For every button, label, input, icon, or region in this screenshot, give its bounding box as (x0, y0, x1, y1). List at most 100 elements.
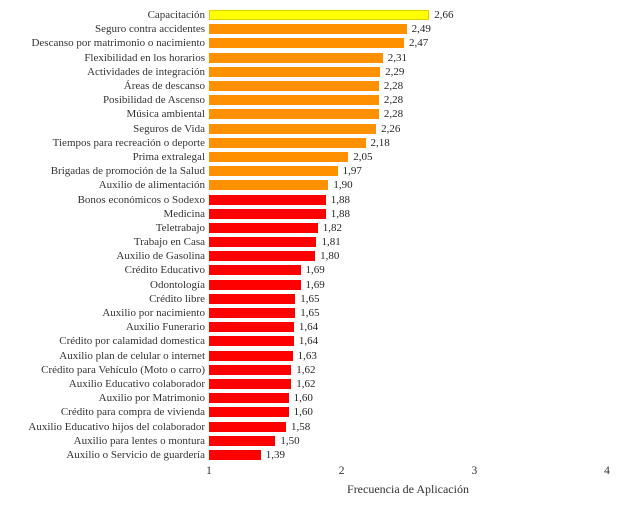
bar-row: Auxilio de Gasolina 1,80 (4, 249, 607, 263)
bar-row: Crédito por calamidad domestica 1,64 (4, 334, 607, 348)
bar (209, 407, 289, 418)
category-label: Auxilio por nacimiento (102, 307, 205, 320)
bar-area: 1,88 (209, 192, 607, 206)
bar-area: 1,60 (209, 405, 607, 419)
category-label: Auxilio Educativo colaborador (68, 377, 205, 390)
bar-row: Auxilio Educativo colaborador 1,62 (4, 377, 607, 391)
category-label: Crédito libre (149, 292, 205, 305)
bar (209, 308, 296, 319)
category-label: Áreas de descanso (123, 80, 205, 93)
value-label: 2,26 (381, 122, 401, 135)
bar (209, 194, 326, 205)
category-label: Auxilio de alimentación (98, 179, 205, 192)
bar (209, 421, 286, 432)
bar (209, 123, 377, 134)
bar (209, 251, 316, 262)
value-label: 1,88 (330, 193, 350, 206)
bar-area: 1,62 (209, 363, 607, 377)
bar (209, 265, 301, 276)
category-label: Auxilio Educativo hijos del colaborador (28, 420, 205, 433)
bar-area: 1,58 (209, 419, 607, 433)
bar (209, 364, 292, 375)
bar-row: Auxilio plan de celular o internet 1,63 (4, 349, 607, 363)
bar-area: 1,50 (209, 434, 607, 448)
value-label: 2,05 (353, 150, 373, 163)
bar-row: Auxilio Funerario 1,64 (4, 320, 607, 334)
bar (209, 151, 349, 162)
bar-row: Auxilio o Servicio de guardería 1,39 (4, 448, 607, 462)
x-axis-ticks: 1 2 3 4 (206, 462, 610, 480)
category-label: Seguros de Vida (133, 122, 205, 135)
bar-row: Crédito Educativo 1,69 (4, 263, 607, 277)
bar-area: 2,28 (209, 93, 607, 107)
category-label: Descanso por matrimonio o nacimiento (31, 37, 205, 50)
bar-row: Crédito libre 1,65 (4, 292, 607, 306)
category-label: Música ambiental (126, 108, 205, 121)
value-label: 1,90 (333, 179, 353, 192)
category-label: Teletrabajo (155, 221, 205, 234)
bar-area: 2,31 (209, 51, 607, 65)
bar (209, 52, 383, 63)
value-label: 1,82 (322, 221, 343, 234)
bar-area: 1,64 (209, 334, 607, 348)
value-label: 2,18 (370, 136, 390, 149)
bar-row: Teletrabajo 1,82 (4, 221, 607, 235)
x-axis-tick-label: 3 (471, 465, 478, 477)
x-axis-tick-label: 2 (338, 465, 345, 477)
category-label: Auxilio plan de celular o internet (59, 349, 205, 362)
bar-area: 1,90 (209, 178, 607, 192)
value-label: 1,64 (298, 335, 319, 348)
bar-area: 2,26 (209, 122, 607, 136)
bar-area: 1,60 (209, 391, 607, 405)
category-label: Posibilidad de Ascenso (102, 94, 205, 107)
bar-area: 1,64 (209, 320, 607, 334)
axis-spacer (4, 482, 209, 497)
axis-spacer (4, 462, 209, 480)
category-label: Brigadas de promoción de la Salud (50, 165, 205, 178)
category-label: Odontología (150, 278, 205, 291)
bar (209, 237, 317, 248)
bar (209, 222, 318, 233)
bar-row: Áreas de descanso 2,28 (4, 79, 607, 93)
value-label: 1,80 (320, 250, 340, 263)
bar-row: Tiempos para recreación o deporte 2,18 (4, 136, 607, 150)
category-label: Medicina (163, 207, 205, 220)
bar-area: 1,81 (209, 235, 607, 249)
x-axis-title-row: Frecuencia de Aplicación (4, 482, 607, 497)
bar (209, 180, 329, 191)
bar-row: Crédito para compra de vivienda 1,60 (4, 405, 607, 419)
bar-row: Descanso por matrimonio o nacimiento 2,4… (4, 36, 607, 50)
bar-row: Auxilio Educativo hijos del colaborador … (4, 419, 607, 433)
category-label: Capacitación (147, 9, 205, 22)
value-label: 2,66 (434, 9, 454, 22)
bar-row: Actividades de integración 2,29 (4, 65, 607, 79)
x-axis-tick-label: 1 (206, 465, 212, 477)
category-label: Crédito por calamidad domestica (59, 335, 205, 348)
x-axis-title: Frecuencia de Aplicación (347, 482, 469, 496)
value-label: 2,28 (383, 80, 404, 93)
bar (209, 95, 379, 106)
bar-area: 1,39 (209, 448, 607, 462)
bar-chart: Capacitación 2,66 Seguro contra accident… (4, 8, 610, 497)
bar-area: 1,97 (209, 164, 607, 178)
bar-area: 2,28 (209, 79, 607, 93)
value-label: 1,63 (297, 349, 317, 362)
category-label: Auxilio de Gasolina (116, 250, 205, 263)
value-label: 2,31 (387, 51, 408, 64)
category-label: Actividades de integración (87, 65, 205, 78)
bar-row: Auxilio de alimentación 1,90 (4, 178, 607, 192)
value-label: 2,28 (383, 108, 404, 121)
category-label: Trabajo en Casa (133, 236, 205, 249)
bar-area: 2,05 (209, 150, 607, 164)
bar (209, 10, 430, 21)
value-label: 1,50 (280, 434, 300, 447)
bar-row: Auxilio por Matrimonio 1,60 (4, 391, 607, 405)
value-label: 1,69 (305, 278, 325, 291)
chart-rows: Capacitación 2,66 Seguro contra accident… (4, 8, 607, 462)
bar (209, 435, 276, 446)
bar-row: Medicina 1,88 (4, 207, 607, 221)
value-label: 1,60 (293, 392, 313, 405)
bar-area: 1,65 (209, 292, 607, 306)
bar-area: 2,66 (209, 8, 607, 22)
category-label: Auxilio o Servicio de guardería (66, 448, 205, 461)
